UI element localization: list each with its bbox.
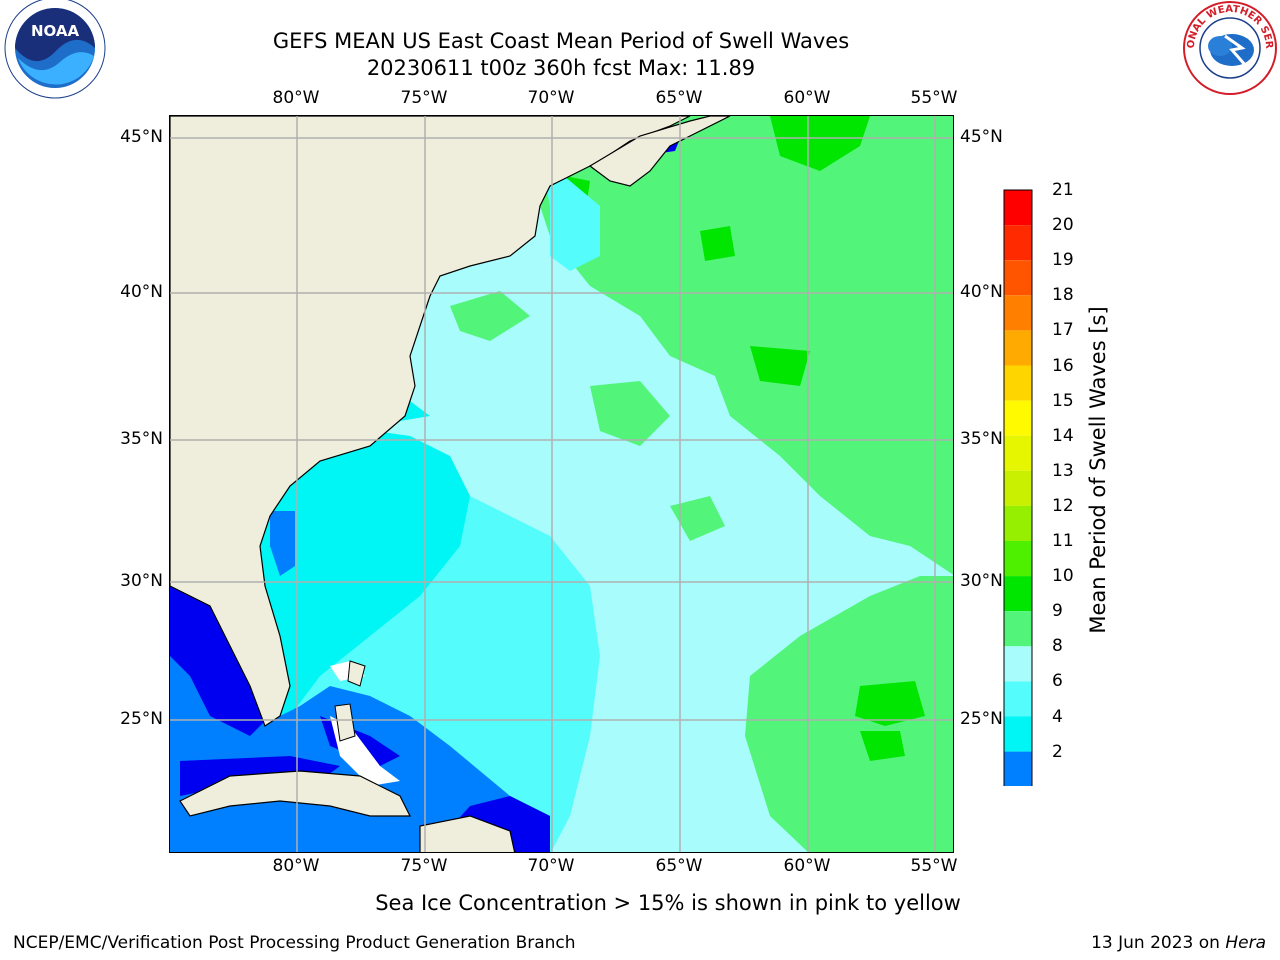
footer-date: 13 Jun 2023 on Hera (1091, 933, 1266, 953)
colorbar-swatch (1004, 541, 1032, 577)
colorbar-swatch (1004, 400, 1032, 436)
lat-label-left: 45°N (120, 127, 163, 147)
colorbar-tick-label: 18 (1052, 285, 1074, 306)
field-10-11s (855, 681, 925, 726)
lat-label-left: 30°N (120, 571, 163, 591)
colorbar-tick-label: 17 (1052, 320, 1074, 341)
field-10-11s (750, 346, 810, 386)
land-bahamas (334, 703, 356, 742)
lat-label-right: 30°N (960, 571, 1003, 591)
colorbar-tick-label: 10 (1052, 566, 1074, 587)
lon-label-top: 75°W (400, 88, 448, 108)
colorbar-swatch (1004, 576, 1032, 612)
colorbar-tick-label: 2 (1052, 741, 1063, 762)
colorbar-tick-label: 16 (1052, 355, 1074, 376)
lat-label-right: 25°N (960, 709, 1003, 729)
nws-logo: NATIONAL WEATHER SERVICE (1176, 0, 1280, 104)
lon-label-top: 55°W (910, 88, 958, 108)
colorbar-swatch (1004, 190, 1032, 226)
lon-label-bottom: 55°W (910, 856, 958, 876)
lon-label-bottom: 75°W (400, 856, 448, 876)
colorbar-tick-label: 19 (1052, 250, 1074, 271)
field-9-10s (450, 291, 530, 341)
footer-date-text: 13 Jun 2023 on (1091, 933, 1226, 953)
lat-label-left: 40°N (120, 282, 163, 302)
lon-label-bottom: 80°W (272, 856, 320, 876)
sea-ice-note: Sea Ice Concentration > 15% is shown in … (375, 891, 961, 915)
colorbar-swatch (1004, 435, 1032, 471)
swell-period-field (170, 116, 953, 852)
land-hispaniola (419, 815, 516, 852)
lon-label-bottom: 60°W (783, 856, 831, 876)
field-10-11s (770, 116, 870, 171)
colorbar-tick-label: 8 (1052, 636, 1063, 657)
map-title: GEFS MEAN US East Coast Mean Period of S… (272, 29, 850, 53)
colorbar-swatch (1004, 470, 1032, 506)
colorbar-tick-label: 15 (1052, 390, 1074, 411)
footer-credit: NCEP/EMC/Verification Post Processing Pr… (13, 933, 576, 953)
colorbar-tick-label: 21 (1052, 180, 1074, 200)
colorbar-swatch (1004, 330, 1032, 366)
field-9-10s (670, 496, 725, 541)
footer-machine: Hera (1225, 933, 1266, 953)
colorbar-swatch (1004, 365, 1032, 401)
colorbar (1000, 186, 1036, 816)
colorbar-swatch (1004, 225, 1032, 261)
lon-label-top: 70°W (527, 88, 575, 108)
colorbar-swatch (1004, 751, 1032, 787)
lat-label-left: 35°N (120, 429, 163, 449)
field-10-11s (860, 731, 905, 761)
lon-label-top: 60°W (783, 88, 831, 108)
colorbar-tick-label: 13 (1052, 460, 1074, 481)
colorbar-swatch (1004, 681, 1032, 717)
field-under-2s (170, 586, 270, 736)
graticule (170, 116, 953, 852)
colorbar-tick-label: 12 (1052, 495, 1074, 516)
lon-label-bottom: 70°W (527, 856, 575, 876)
field-9-10s (530, 116, 953, 575)
colorbar-tick-label: 9 (1052, 601, 1063, 622)
map-subtitle: 20230611 t00z 360h fcst Max: 11.89 (366, 56, 756, 80)
colorbar-swatch (1004, 646, 1032, 682)
colorbar-swatch (1004, 505, 1032, 541)
lon-label-bottom: 65°W (655, 856, 703, 876)
land-nova-scotia (588, 116, 731, 187)
lon-label-top: 80°W (272, 88, 320, 108)
colorbar-tick-label: 14 (1052, 425, 1074, 446)
land-north-america (170, 116, 691, 727)
lat-label-right: 40°N (960, 282, 1003, 302)
map-panel (169, 115, 954, 853)
field-9-10s (590, 381, 670, 446)
colorbar-tick-label: 20 (1052, 215, 1074, 236)
colorbar-swatches (1003, 189, 1033, 816)
lat-label-left: 25°N (120, 709, 163, 729)
field-6-8s (540, 156, 600, 271)
colorbar-swatch (1004, 716, 1032, 752)
field-10-11s (700, 226, 735, 261)
colorbar-swatch (1004, 260, 1032, 296)
colorbar-swatch (1004, 611, 1032, 647)
colorbar-tick-label: 4 (1052, 706, 1063, 727)
field-9-10s (745, 576, 953, 852)
colorbar-label: Mean Period of Swell Waves [s] (1086, 306, 1110, 634)
land-bahamas (347, 660, 366, 687)
colorbar-tick-label: 11 (1052, 531, 1074, 551)
lat-label-right: 45°N (960, 127, 1003, 147)
noaa-logo: NOAA (0, 0, 110, 109)
colorbar-swatch (1004, 295, 1032, 331)
land-cuba (179, 770, 411, 817)
svg-text:NOAA: NOAA (31, 22, 80, 40)
lat-label-right: 35°N (960, 429, 1003, 449)
lon-label-top: 65°W (655, 88, 703, 108)
field-2-4s (270, 511, 295, 576)
colorbar-tick-label: 6 (1052, 671, 1063, 692)
